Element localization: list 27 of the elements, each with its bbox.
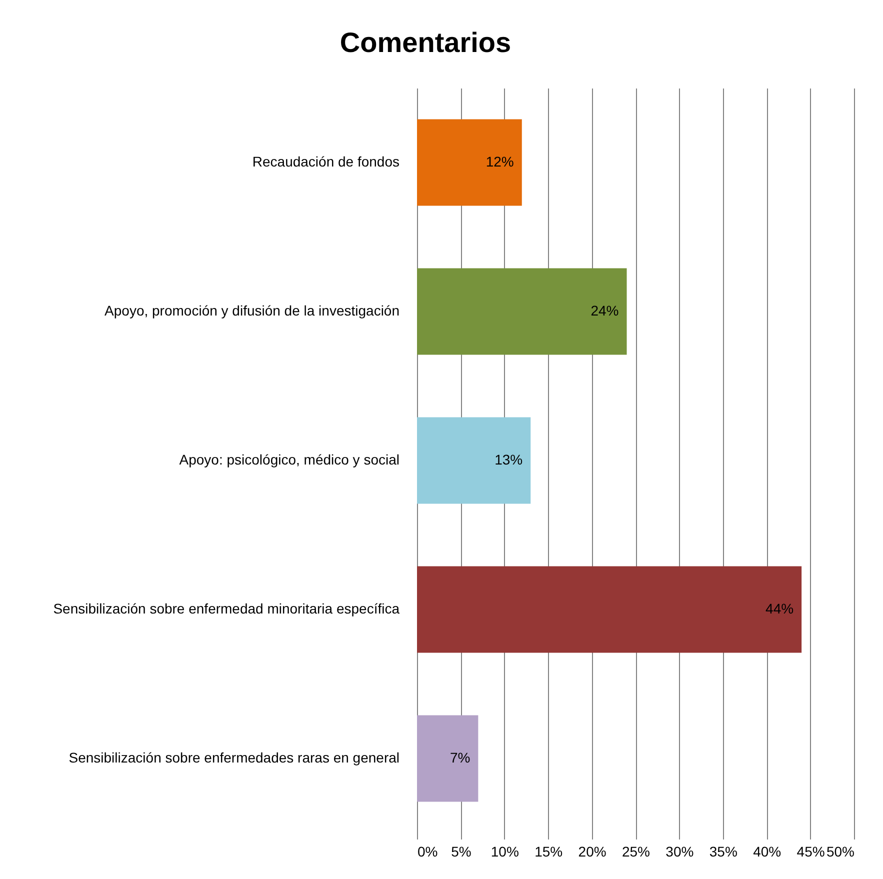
x-tick-label: 5%: [451, 844, 472, 860]
data-label: 13%: [494, 452, 523, 468]
y-tick-label: Sensibilización sobre enfermedad minoritaria específica: [53, 600, 400, 616]
x-tick-label: 0%: [418, 844, 438, 860]
data-label: 24%: [590, 302, 619, 318]
x-tick-label: 50%: [826, 844, 854, 860]
y-tick-label: Recaudación de fondos: [252, 154, 400, 170]
x-tick-label: 45%: [796, 844, 825, 860]
bar: [417, 119, 522, 206]
x-tick-label: 25%: [622, 844, 650, 860]
chart-title: Comentarios: [340, 27, 512, 58]
data-label: 7%: [450, 750, 470, 766]
x-tick-label: 20%: [578, 844, 606, 860]
bar: [417, 566, 802, 653]
data-label: 12%: [486, 154, 514, 170]
bar: [417, 417, 531, 504]
y-tick-label: Apoyo: psicológico, médico y social: [179, 452, 400, 468]
bar: [417, 715, 478, 802]
x-tick-label: 10%: [490, 844, 519, 860]
y-tick-label: Sensibilización sobre enfermedades raras en general: [68, 750, 400, 766]
y-tick-label: Apoyo, promoción y difusión de la investigación: [104, 302, 400, 318]
bar: [417, 268, 627, 355]
x-tick-label: 30%: [666, 844, 694, 860]
x-tick-label: 35%: [709, 844, 738, 860]
x-tick-label: 40%: [753, 844, 782, 860]
data-label: 44%: [766, 600, 794, 616]
x-tick-label: 15%: [534, 844, 563, 860]
